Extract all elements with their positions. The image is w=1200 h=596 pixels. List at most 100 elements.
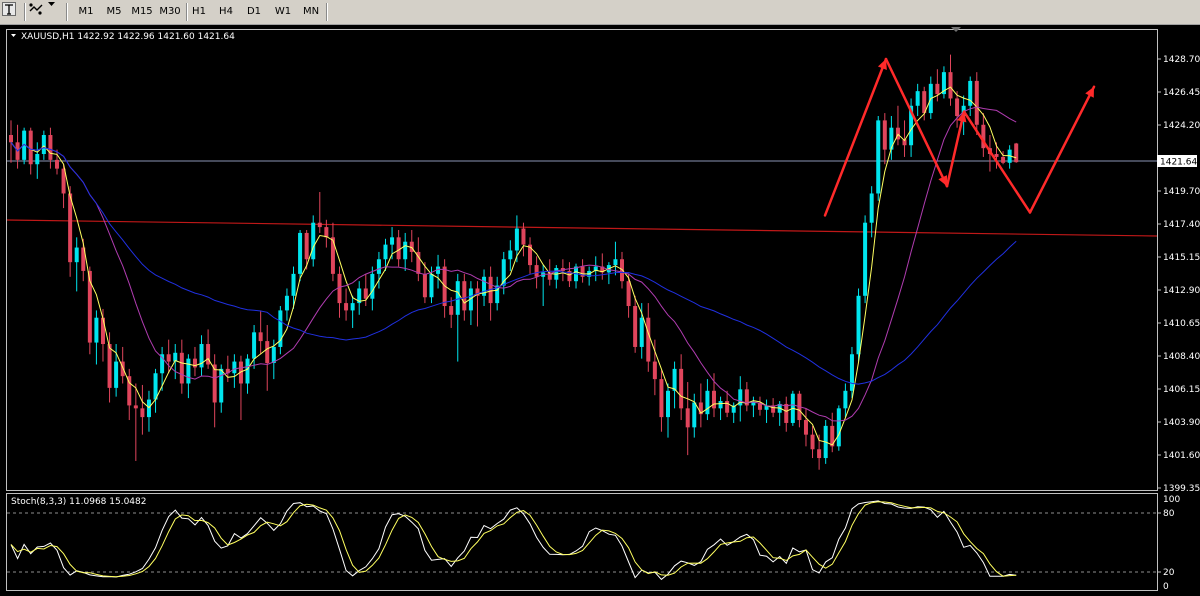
candle-body	[245, 358, 250, 384]
candle-body	[41, 135, 46, 155]
stoch-lines-layer	[10, 500, 1017, 581]
candle-body	[9, 135, 13, 143]
chart-header: XAUUSD,H1 1422.92 1422.96 1421.60 1421.6…	[21, 32, 235, 42]
timeframe-mn-button[interactable]: MN	[302, 6, 320, 17]
candle-body	[48, 135, 53, 160]
candle-body	[357, 288, 362, 304]
candle-body	[856, 295, 861, 355]
objects-icon-graphic	[29, 3, 43, 15]
candle-body	[74, 247, 79, 263]
timeframe-w1-button[interactable]: W1	[274, 6, 292, 17]
annotation-arrows-layer[interactable]	[823, 57, 1096, 217]
candle-body	[140, 408, 145, 418]
candle-body	[600, 266, 605, 273]
candle-body	[547, 272, 552, 280]
candle-body	[521, 228, 526, 245]
chart-shift-marker-icon[interactable]	[951, 27, 961, 32]
candle-body	[744, 389, 749, 406]
candle-body	[350, 303, 355, 311]
candle-body	[100, 317, 105, 345]
price-tick: 1406.15	[1157, 385, 1200, 395]
candle-body	[455, 281, 460, 315]
candle-body	[107, 344, 112, 388]
candle-body	[718, 401, 723, 409]
main-panel-frame	[6, 29, 1158, 491]
candle-body	[869, 193, 874, 223]
candle-body	[666, 390, 670, 418]
arrow-segment	[1028, 85, 1096, 214]
candle-body	[68, 193, 73, 263]
stoch-panel-frame	[6, 493, 1158, 591]
candle-body	[863, 222, 868, 296]
candle-body	[383, 244, 388, 260]
current-price-label-box	[1157, 155, 1197, 167]
candle-body	[462, 281, 467, 311]
candle-body	[370, 273, 375, 299]
chart-menu-triangle-icon[interactable]	[11, 34, 16, 37]
timeframe-d1-button[interactable]: D1	[246, 6, 262, 17]
objects-icon[interactable]	[28, 2, 46, 21]
stoch-tick-label: 80	[1163, 509, 1175, 519]
candle-body	[337, 273, 342, 304]
price-tick-label: 1401.60	[1163, 451, 1200, 461]
candle-body	[679, 368, 684, 409]
candle-body	[232, 361, 237, 374]
timeframe-h4-button[interactable]: H4	[219, 6, 233, 17]
candle-body	[422, 273, 427, 298]
candle-body	[626, 281, 631, 307]
candle-body	[449, 306, 454, 315]
arrow-head	[957, 111, 967, 123]
candles-layer	[9, 54, 1019, 470]
price-tick-label: 1406.15	[1163, 385, 1200, 395]
timeframe-m5-button[interactable]: M5	[106, 6, 122, 17]
candle-body	[252, 332, 257, 359]
price-tick: 1408.40	[1157, 352, 1200, 362]
price-tick-label: 1428.70	[1163, 55, 1200, 65]
timeframe-m1-button[interactable]: M1	[78, 6, 94, 17]
candle-body	[166, 354, 171, 362]
candle-body	[935, 83, 940, 95]
candle-body	[902, 139, 907, 146]
candle-body	[1014, 143, 1019, 163]
candle-body	[1001, 156, 1006, 163]
candle-body	[284, 295, 289, 311]
dropdown-arrow-icon[interactable]	[48, 2, 60, 21]
price-chart[interactable]: XAUUSD,H1 1422.92 1422.96 1421.60 1421.6…	[0, 25, 1200, 596]
timeframe-h1-button[interactable]: H1	[192, 6, 206, 17]
candle-body	[114, 361, 119, 388]
candle-body	[22, 130, 27, 160]
candle-body	[153, 373, 158, 400]
text-label-icon[interactable]	[2, 2, 20, 21]
arrow-segment	[962, 110, 1032, 214]
candle-body	[685, 408, 690, 428]
toolbar-separator	[24, 3, 25, 21]
price-tick-label: 1403.90	[1163, 418, 1200, 428]
candle-body	[225, 368, 230, 374]
ma-mid-line	[10, 106, 1017, 422]
arrow-head	[1085, 86, 1094, 98]
candle-body	[580, 266, 585, 277]
candle-body	[206, 344, 211, 365]
candle-body	[705, 390, 710, 415]
candle-body	[514, 228, 519, 251]
chart-window[interactable]: XAUUSD,H1 1422.92 1422.96 1421.60 1421.6…	[0, 25, 1200, 596]
timeframe-m15-button[interactable]: M15	[131, 6, 153, 17]
price-tick-label: 1419.70	[1163, 187, 1200, 197]
candle-body	[613, 259, 618, 266]
candle-body	[390, 237, 395, 245]
candle-body	[317, 222, 322, 228]
candle-body	[659, 379, 664, 418]
price-tick: 1410.65	[1157, 319, 1200, 329]
price-tick: 1424.20	[1157, 121, 1200, 131]
candle-body	[94, 317, 99, 343]
price-tick-label: 1399.35	[1163, 484, 1200, 494]
arrow-segment	[823, 57, 888, 217]
candle-body	[127, 376, 132, 406]
candle-body	[330, 237, 335, 274]
candle-body	[652, 361, 657, 380]
stoch-axis: 100 80 20 0	[1157, 495, 1180, 592]
timeframe-m30-button[interactable]: M30	[159, 6, 181, 17]
candle-body	[278, 310, 283, 347]
chart-toolbar: M1 M5 M15 M30 H1 H4 D1 W1 MN	[0, 0, 1200, 25]
resistance-line[interactable]	[6, 219, 1158, 237]
